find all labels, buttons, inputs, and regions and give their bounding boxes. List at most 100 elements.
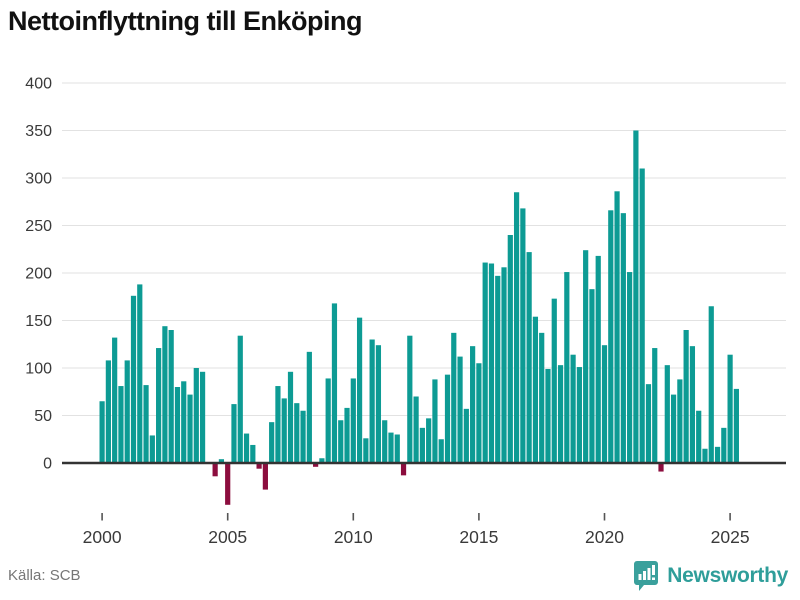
bar <box>269 422 275 463</box>
bar <box>400 463 407 476</box>
bar <box>633 130 639 463</box>
bar <box>243 433 250 463</box>
y-tick-label: 100 <box>25 361 52 378</box>
bar <box>231 404 237 463</box>
bar <box>670 394 677 463</box>
bar <box>319 458 325 463</box>
bar <box>457 356 463 463</box>
bar <box>564 272 570 463</box>
bar <box>124 360 130 463</box>
bar <box>570 354 576 463</box>
x-tick-label: 2005 <box>208 527 247 547</box>
bar <box>645 384 652 463</box>
x-tick-label: 2025 <box>711 527 750 547</box>
bar <box>639 168 645 463</box>
bar <box>526 252 532 463</box>
bar <box>488 263 495 463</box>
bar <box>495 275 501 463</box>
bar <box>237 335 243 463</box>
bar <box>683 330 689 463</box>
bar <box>407 335 413 463</box>
brand-name: Newsworthy <box>667 564 788 587</box>
bar <box>583 250 589 463</box>
bar <box>652 348 658 463</box>
bar <box>99 401 105 463</box>
y-tick-label: 0 <box>43 456 52 473</box>
bar <box>225 463 231 505</box>
bar <box>275 386 281 463</box>
bar <box>199 371 206 463</box>
bar <box>212 463 218 477</box>
bar <box>551 298 557 463</box>
newsworthy-pin-chart-icon <box>634 561 659 591</box>
bar <box>156 348 162 463</box>
bar <box>426 418 432 463</box>
bar <box>187 394 193 463</box>
y-tick-label: 150 <box>25 313 52 330</box>
bar <box>262 463 268 490</box>
bar <box>557 365 564 463</box>
source-note: Källa: SCB <box>8 567 81 584</box>
bar <box>105 360 111 463</box>
x-tick-label: 2020 <box>585 527 624 547</box>
bar <box>507 235 513 463</box>
bar <box>112 337 118 463</box>
bar <box>300 410 306 463</box>
bar <box>356 317 363 463</box>
bar <box>589 289 595 463</box>
bar <box>689 346 696 463</box>
bar <box>193 368 199 463</box>
bar <box>419 427 425 463</box>
bar <box>545 368 551 463</box>
bar <box>539 332 545 463</box>
bar <box>532 316 539 463</box>
bar <box>470 346 476 463</box>
bar <box>325 378 331 463</box>
y-tick-label: 200 <box>25 266 52 283</box>
bar <box>482 262 488 463</box>
bar <box>181 381 187 463</box>
y-tick-label: 250 <box>25 218 52 235</box>
bar <box>174 387 181 463</box>
bar <box>601 345 608 463</box>
bar <box>143 385 149 463</box>
y-tick-label: 50 <box>34 408 52 425</box>
bar <box>520 208 526 463</box>
bar <box>306 351 312 463</box>
y-tick-label: 350 <box>25 123 52 140</box>
bar <box>576 367 582 463</box>
bar <box>501 267 507 463</box>
bar <box>137 284 143 463</box>
bar <box>608 210 614 463</box>
bar <box>281 398 287 463</box>
y-tick-label: 400 <box>25 76 52 93</box>
x-tick-label: 2015 <box>459 527 498 547</box>
y-tick-label: 300 <box>25 171 52 188</box>
bar <box>614 191 620 464</box>
bar <box>294 403 300 463</box>
bar <box>595 255 601 463</box>
bar <box>438 439 444 463</box>
bar <box>513 192 520 463</box>
bar <box>620 213 626 463</box>
bar <box>375 345 382 463</box>
page-title: Nettoinflyttning till Enköping <box>8 6 362 36</box>
bar <box>702 448 708 463</box>
bar <box>331 303 338 463</box>
bar <box>714 446 721 463</box>
bar <box>256 463 262 469</box>
bar <box>250 444 256 463</box>
bar <box>444 374 451 463</box>
bar <box>476 363 482 463</box>
bar <box>382 420 388 463</box>
bar <box>118 386 124 463</box>
bar <box>168 330 174 463</box>
bar <box>727 354 733 463</box>
bar <box>313 463 319 467</box>
brand-logo: Newsworthy <box>633 560 788 592</box>
bar <box>696 410 702 463</box>
bar <box>627 272 633 463</box>
bar <box>658 463 664 472</box>
